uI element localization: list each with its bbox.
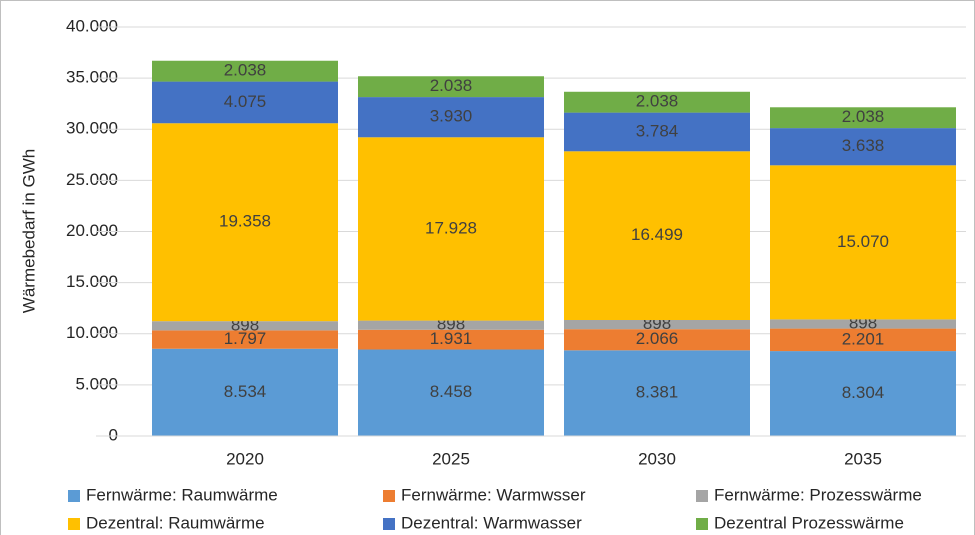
x-tick-label: 2020 — [226, 449, 264, 468]
value-label: 3.784 — [636, 121, 679, 140]
y-tick-label: 40.000 — [66, 16, 118, 35]
value-label: 8.458 — [430, 382, 473, 401]
legend-swatch — [68, 518, 80, 530]
bar-segment — [152, 123, 338, 322]
value-label: 8.381 — [636, 383, 679, 402]
bar-segment — [152, 81, 338, 124]
y-tick-label: 35.000 — [66, 68, 118, 87]
bar-segment — [564, 91, 750, 113]
y-tick-label: 0 — [109, 425, 118, 444]
y-tick-label: 25.000 — [66, 170, 118, 189]
value-label: 1.931 — [430, 329, 473, 348]
bar-segment — [358, 320, 544, 330]
bar-segment — [564, 329, 750, 351]
bar-segment — [564, 319, 750, 330]
value-label: 2.038 — [430, 76, 473, 95]
bar-segment — [770, 351, 956, 436]
value-label: 1.797 — [224, 329, 267, 348]
legend-label: Fernwärme: Raumwärme — [86, 485, 278, 504]
bar-segment — [564, 151, 750, 320]
y-tick-label: 5.000 — [75, 374, 118, 393]
value-label: 8.304 — [842, 383, 885, 402]
legend-label: Dezentral: Warmwasser — [401, 513, 582, 532]
value-label: 4.075 — [224, 92, 267, 111]
bar-segment — [770, 165, 956, 320]
value-label: 3.638 — [842, 136, 885, 155]
y-tick-label: 30.000 — [66, 119, 118, 138]
y-tick-label: 10.000 — [66, 323, 118, 342]
value-label: 2.201 — [842, 329, 885, 348]
value-label: 2.038 — [636, 92, 679, 111]
bar-segment — [358, 349, 544, 436]
legend-label: Dezentral: Raumwärme — [86, 513, 265, 532]
value-label: 2.038 — [224, 61, 267, 80]
bar-segment — [152, 60, 338, 82]
y-axis-title: Wärmebedarf in GWh — [19, 149, 38, 313]
value-label: 2.038 — [842, 107, 885, 126]
bar-segment — [358, 97, 544, 138]
bar-segment — [770, 328, 956, 352]
y-tick-label: 15.000 — [66, 272, 118, 291]
bar-segment — [564, 112, 750, 152]
legend-swatch — [383, 518, 395, 530]
legend-label: Dezentral Prozesswärme — [714, 513, 904, 532]
legend-label: Fernwärme: Warmwsser — [401, 485, 586, 504]
bar-segment — [152, 330, 338, 349]
bar-segment — [770, 107, 956, 129]
bar-segment — [152, 321, 338, 331]
value-label: 2.066 — [636, 329, 679, 348]
legend-swatch — [696, 490, 708, 502]
bar-segment — [358, 329, 544, 350]
value-label: 3.930 — [430, 107, 473, 126]
bar-segment — [770, 128, 956, 166]
value-label: 8.534 — [224, 382, 267, 401]
bar-segment — [358, 137, 544, 321]
bar-segment — [152, 348, 338, 436]
value-label: 16.499 — [631, 225, 683, 244]
x-tick-label: 2025 — [432, 449, 470, 468]
x-tick-label: 2035 — [844, 449, 882, 468]
bar-segment — [770, 319, 956, 329]
value-label: 15.070 — [837, 232, 889, 251]
legend-swatch — [696, 518, 708, 530]
value-label: 17.928 — [425, 218, 477, 237]
y-tick-label: 20.000 — [66, 221, 118, 240]
legend-label: Fernwärme: Prozesswärme — [714, 485, 922, 504]
value-label: 19.358 — [219, 212, 271, 231]
bar-segment — [358, 76, 544, 98]
legend-swatch — [68, 490, 80, 502]
bar-segment — [564, 350, 750, 436]
x-tick-label: 2030 — [638, 449, 676, 468]
legend-swatch — [383, 490, 395, 502]
